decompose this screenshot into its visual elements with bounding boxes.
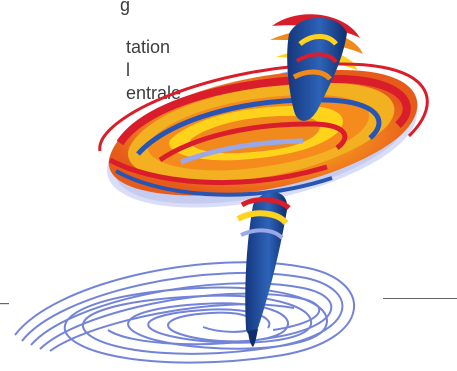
- left-horizontal-rule: [0, 303, 9, 305]
- cropped-text-block: g tation l entrale: [0, 0, 200, 105]
- spinning-top-stem: [236, 17, 347, 347]
- text-line-4: entrale: [126, 83, 182, 103]
- text-line-2: tation: [126, 37, 171, 57]
- ground-spiral: [14, 261, 356, 364]
- text-line-1: g: [120, 0, 131, 15]
- right-horizontal-rule: [383, 298, 457, 299]
- text-line-3: l: [126, 60, 130, 80]
